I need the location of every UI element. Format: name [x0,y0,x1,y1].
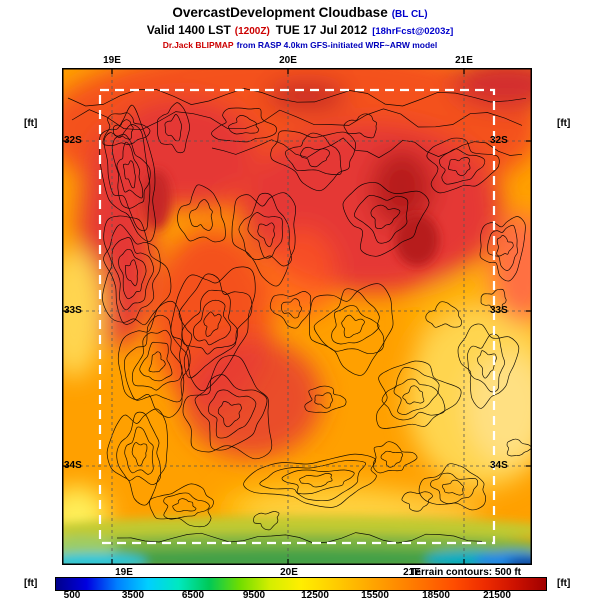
model-credit-line: Dr.Jack BLIPMAP from RASP 4.0km GFS-initi… [0,40,600,50]
lon-label-bottom-19e: 19E [115,567,133,578]
colorbar-unit-left: [ft] [24,578,38,589]
model-domain-boundary [98,88,496,545]
lat-label-right-32s: 32S [490,135,508,146]
latlon-grid [62,68,532,565]
map-frame [62,68,532,565]
valid-date: TUE 17 Jul 2012 [275,23,368,37]
terrain-contours [67,88,532,544]
colorbar-tick-3500: 3500 [121,590,145,600]
map-unit-right: [ft] [557,118,571,129]
lat-label-left-34s: 34S [64,460,82,471]
lon-label-bottom-21e: 21E [403,567,421,578]
lat-label-right-33s: 33S [490,305,508,316]
valid-time: Valid 1400 LST [146,23,231,37]
model-description: from RASP 4.0km GFS-initiated WRF~ARW mo… [236,40,438,50]
colorbar-tick-6500: 6500 [181,590,205,600]
page-title: OvercastDevelopment Cloudbase [172,5,388,20]
colorbar-tick-12500: 12500 [301,590,329,600]
valid-zulu-time: (1200Z) [234,26,270,37]
colorbar-gradient [55,577,547,591]
parameter-tag: (BL CL) [391,9,428,20]
colorbar-unit-right: [ft] [557,578,571,589]
map-canvas: 32S 33S 34S 32S 33S 34S [62,68,532,565]
lon-label-top-21e: 21E [455,55,473,66]
colorbar-tick-21500: 21500 [483,590,511,600]
lat-label-left-33s: 33S [64,305,82,316]
valid-time-line: Valid 1400 LST (1200Z) TUE 17 Jul 2012 [18h… [0,23,600,37]
colorbar-tick-500: 500 [63,590,81,600]
lon-label-bottom-20e: 20E [280,567,298,578]
forecast-run-tag: [18hrFcst@0203z] [372,26,454,37]
colorbar-tick-18500: 18500 [422,590,450,600]
colorbar-tick-15500: 15500 [361,590,389,600]
cloudbase-color-field [62,68,532,565]
lon-label-top-19e: 19E [103,55,121,66]
terrain-contour-note: Terrain contours: 500 ft [410,567,521,578]
lon-label-top-20e: 20E [279,55,297,66]
map-unit-left: [ft] [24,118,38,129]
header-title-line: OvercastDevelopment Cloudbase (BL CL) [0,5,600,20]
model-source: Dr.Jack BLIPMAP [162,40,234,50]
colorbar-tick-9500: 9500 [242,590,266,600]
lat-label-right-34s: 34S [490,460,508,471]
lat-label-left-32s: 32S [64,135,82,146]
forecast-map-plot [62,68,532,565]
